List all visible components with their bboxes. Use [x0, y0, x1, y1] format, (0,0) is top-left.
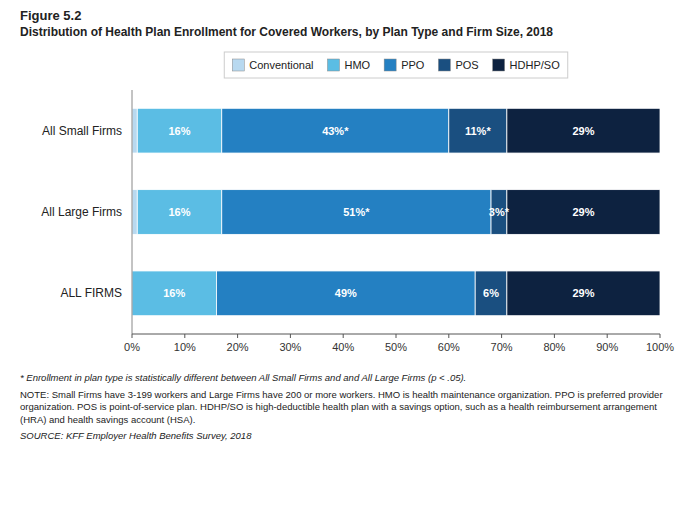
legend-label: PPO	[401, 59, 425, 71]
bar-segment	[137, 108, 221, 153]
legend-frame	[224, 52, 567, 78]
bar-segment	[449, 108, 507, 153]
category-label: All Large Firms	[41, 205, 122, 219]
footnote: SOURCE: KFF Employer Health Benefits Sur…	[20, 430, 678, 443]
data-label: 6%	[483, 287, 499, 299]
bars	[132, 108, 660, 315]
page: Figure 5.2 Distribution of Health Plan E…	[0, 0, 698, 443]
bar-segment	[475, 271, 507, 316]
x-tick	[343, 334, 344, 338]
legend-swatch	[438, 59, 450, 71]
x-tick	[501, 334, 502, 338]
legend-swatch	[232, 59, 244, 71]
legend: Conventional HMO PPO POS HDHP/SO	[224, 52, 567, 78]
bar-segment	[137, 190, 221, 235]
data-label: 49%	[335, 287, 357, 299]
title: Figure 5.2	[20, 8, 678, 23]
data-label: 16%	[169, 125, 191, 137]
footnote: NOTE: Small Firms have 3-199 workers and…	[20, 389, 678, 427]
data-label: 29%	[572, 206, 594, 218]
bar-segment	[507, 190, 660, 235]
x-tick-label: 70%	[491, 341, 513, 353]
x-tick-label: 100%	[646, 341, 674, 353]
chart: 16% 43%* 11%* 29% 16% 51%* 3%* 29% 16% 49% 6% 29% Al…	[20, 44, 678, 364]
data-label: 3%*	[489, 206, 510, 218]
data-label: 43%*	[322, 125, 349, 137]
legend-label: POS	[455, 59, 478, 71]
bar-segment	[216, 271, 475, 316]
data-label: 29%	[572, 287, 594, 299]
category-label: All Small Firms	[42, 124, 122, 138]
x-tick	[607, 334, 608, 338]
data-labels: 16% 43%* 11%* 29% 16% 51%* 3%* 29% 16% 49% 6% 29%	[163, 125, 594, 300]
legend-label: HMO	[344, 59, 370, 71]
bar-segment	[507, 271, 660, 316]
chart-container: 16% 43%* 11%* 29% 16% 51%* 3%* 29% 16% 49% 6% 29% Al…	[20, 44, 678, 368]
x-tick-label: 60%	[438, 341, 460, 353]
x-tick	[237, 334, 238, 338]
x-tick	[132, 334, 133, 338]
bar-segment	[507, 108, 660, 153]
x-tick-label: 40%	[332, 341, 354, 353]
data-label: 16%	[169, 206, 191, 218]
x-tick-label: 90%	[596, 341, 618, 353]
y-axis-line	[132, 90, 133, 334]
bar-segment	[132, 108, 137, 153]
data-label: 29%	[572, 125, 594, 137]
x-tick-label: 50%	[385, 341, 407, 353]
x-tick	[660, 334, 661, 338]
x-tick	[396, 334, 397, 338]
data-label: 51%*	[343, 206, 370, 218]
bar-segment	[222, 108, 449, 153]
x-tick-label: 0%	[124, 341, 140, 353]
x-tick-label: 80%	[543, 341, 565, 353]
legend-swatch	[493, 59, 505, 71]
legend-swatch	[384, 59, 396, 71]
bar-segment	[132, 271, 216, 316]
x-tick-label: 30%	[279, 341, 301, 353]
legend-label: Conventional	[249, 59, 313, 71]
data-label: 16%	[163, 287, 185, 299]
x-tick-label: 10%	[174, 341, 196, 353]
bar-segment	[132, 190, 137, 235]
footnote: * Enrollment in plan type is statistical…	[20, 372, 678, 385]
x-tick-label: 20%	[227, 341, 249, 353]
x-tick	[290, 334, 291, 338]
x-tick	[448, 334, 449, 338]
bar-segment	[222, 190, 491, 235]
legend-label: HDHP/SO	[510, 59, 561, 71]
x-tick	[554, 334, 555, 338]
footnotes: * Enrollment in plan type is statistical…	[20, 372, 678, 443]
x-tick	[184, 334, 185, 338]
subtitle: Distribution of Health Plan Enrollment f…	[20, 25, 678, 40]
legend-swatch	[327, 59, 339, 71]
category-label: ALL FIRMS	[60, 286, 122, 300]
data-label: 11%*	[465, 125, 491, 137]
